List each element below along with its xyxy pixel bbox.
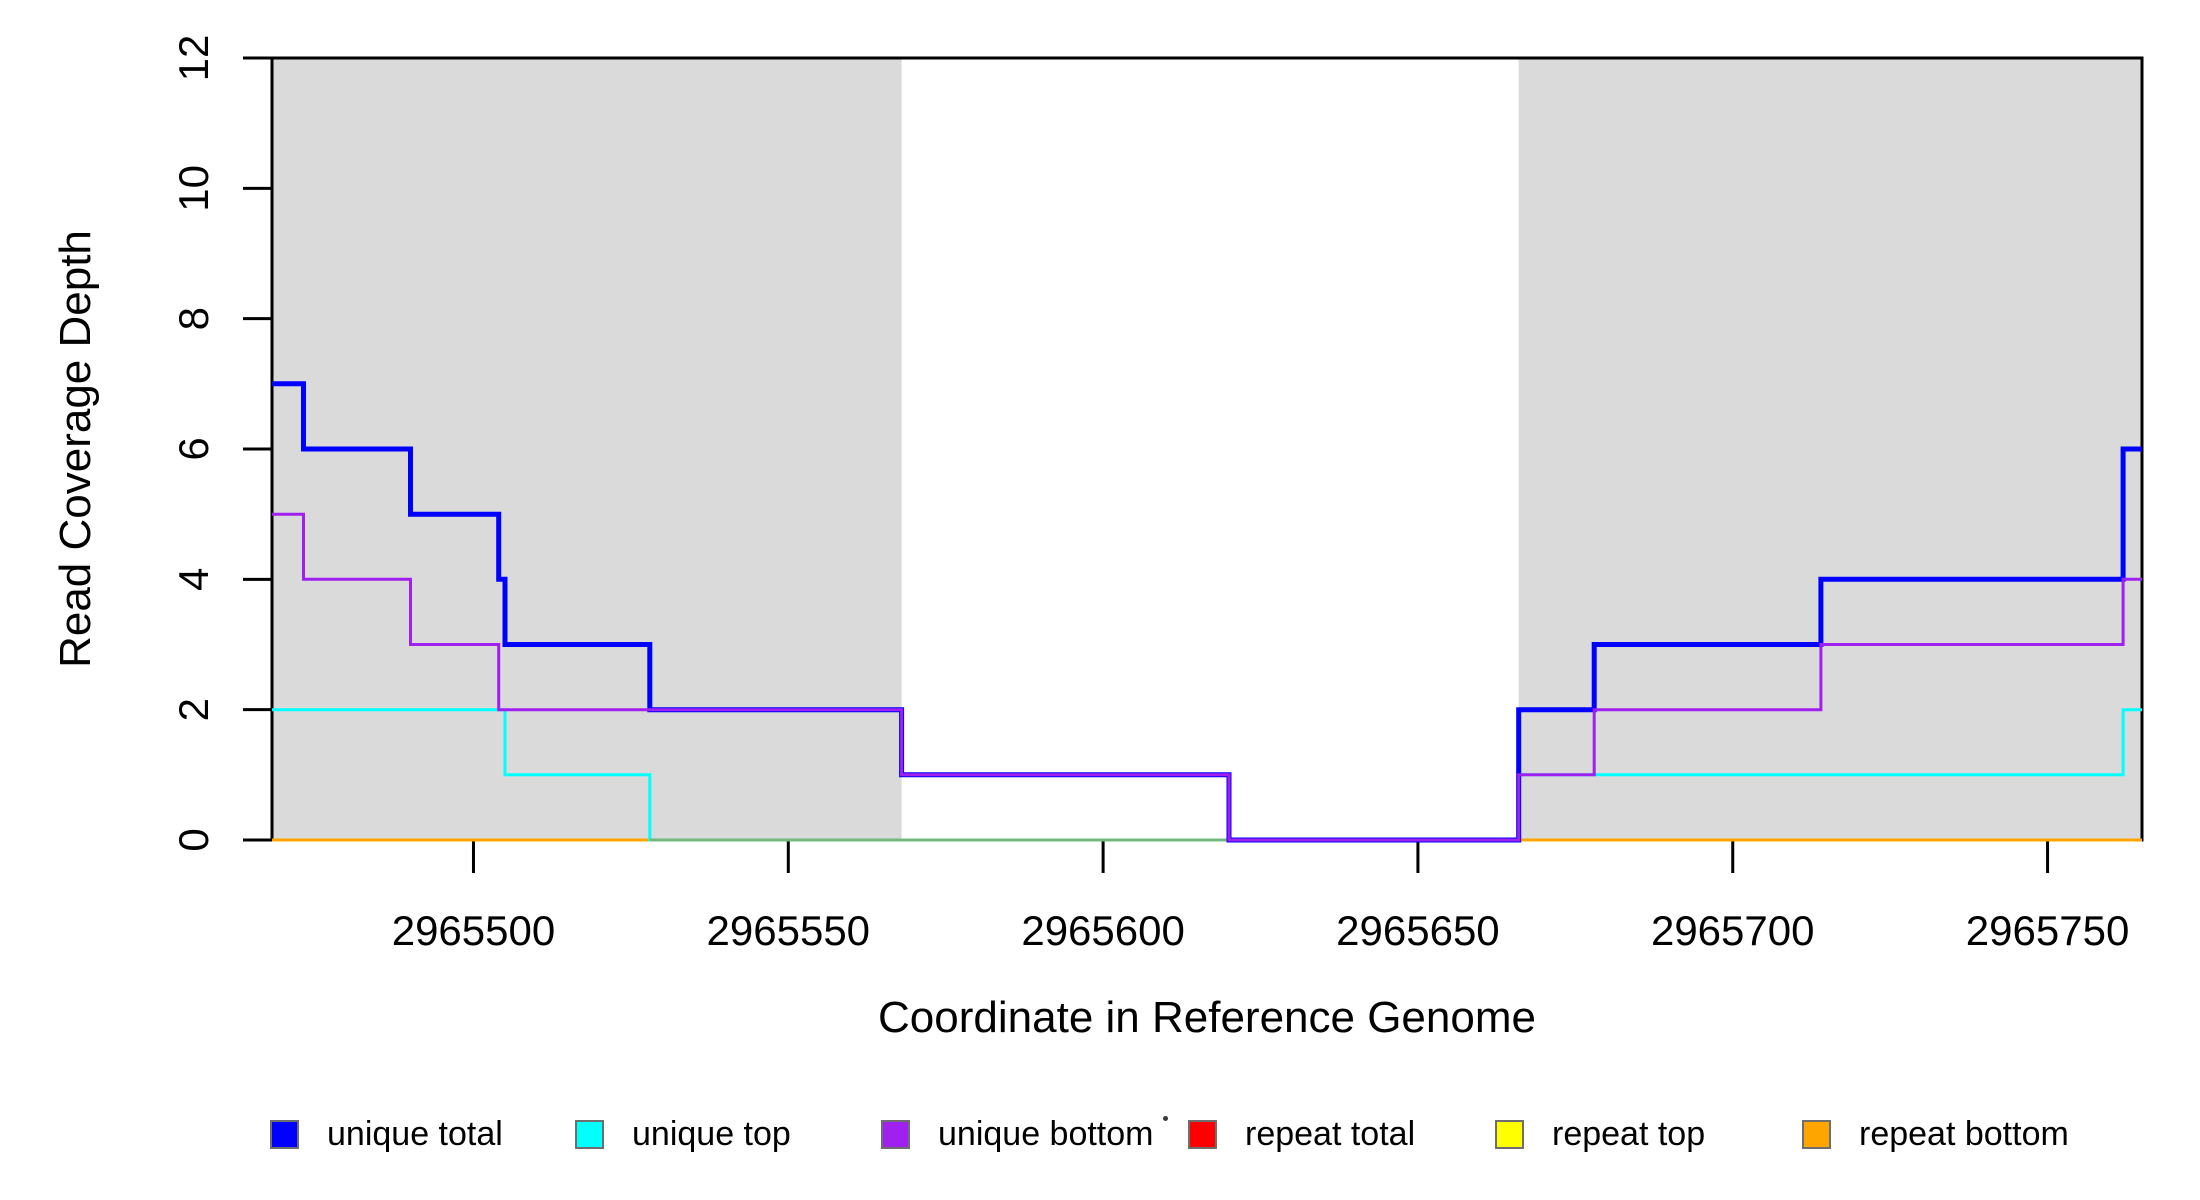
x-tick-label: 2965650: [1336, 907, 1500, 954]
legend-swatch: [1495, 1119, 1524, 1149]
legend-label: repeat bottom: [1859, 1114, 2069, 1153]
legend-item-repeat-top: repeat top: [1495, 1112, 1705, 1156]
y-tick-label: 12: [170, 35, 217, 82]
x-tick-label: 2965550: [707, 907, 871, 954]
legend-swatch: [270, 1119, 299, 1149]
legend-item-unique-total: unique total: [270, 1112, 503, 1156]
x-tick-label: 2965750: [1966, 907, 2130, 954]
legend-swatch: [1188, 1119, 1217, 1149]
y-tick-label: 4: [170, 568, 217, 591]
legend-label: unique top: [632, 1114, 791, 1153]
y-tick-label: 10: [170, 165, 217, 212]
x-tick-label: 2965500: [392, 907, 556, 954]
series-unique-bottom: [272, 512, 2142, 842]
legend-item-unique-bottom: unique bottom: [881, 1112, 1154, 1156]
y-tick-label: 0: [170, 828, 217, 851]
x-tick-label: 2965700: [1651, 907, 1815, 954]
y-axis-title: Read Coverage Depth: [51, 230, 100, 668]
legend-label: unique bottom: [938, 1114, 1154, 1153]
y-tick-label: 2: [170, 698, 217, 721]
legend-label: repeat total: [1245, 1114, 1416, 1153]
legend-label: unique total: [327, 1114, 503, 1153]
legend-swatch: [575, 1119, 604, 1149]
legend-label: repeat top: [1552, 1114, 1706, 1153]
shaded-region: [1518, 58, 2142, 840]
x-tick-label: 2965600: [1021, 907, 1185, 954]
legend-item-unique-top: unique top: [575, 1112, 791, 1156]
x-axis-title: Coordinate in Reference Genome: [878, 993, 1536, 1042]
legend-item-repeat-bottom: repeat bottom: [1802, 1112, 2069, 1156]
legend-item-repeat-total: repeat total: [1188, 1112, 1415, 1156]
y-tick-label: 6: [170, 437, 217, 460]
legend: unique total unique top unique bottom repea…: [0, 1112, 2200, 1156]
legend-swatch: [881, 1119, 910, 1149]
y-tick-label: 8: [170, 307, 217, 330]
legend-swatch: [1802, 1119, 1831, 1149]
stray-dot: [1163, 1116, 1168, 1121]
